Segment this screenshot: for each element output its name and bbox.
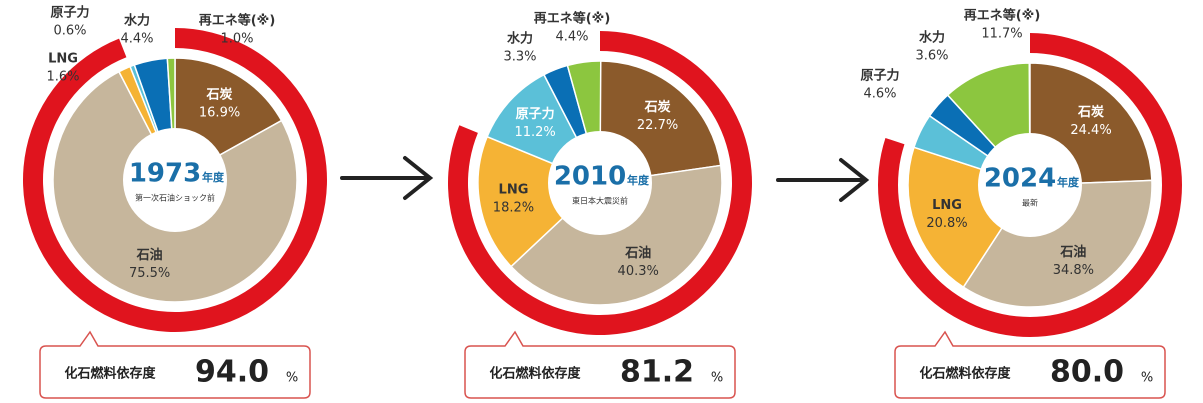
slice-name: 原子力: [860, 68, 899, 84]
year-unit: 年度: [1057, 175, 1080, 189]
slice-value: 34.8%: [1053, 263, 1094, 278]
slice-value: 1.6%: [46, 70, 79, 85]
slice-value: 4.4%: [120, 32, 153, 47]
slice-name: LNG: [499, 182, 529, 197]
donut-hole: [978, 133, 1082, 237]
donut-hole: [548, 131, 652, 235]
slice-value: 3.6%: [915, 49, 948, 64]
callout-box: [464, 330, 736, 399]
donut-hole: [123, 128, 227, 232]
dependency-value: 80.0: [1050, 355, 1124, 390]
slice-name: 石炭: [206, 87, 233, 103]
slice-value: 11.2%: [514, 125, 555, 140]
slice-name: 石油: [624, 245, 651, 261]
year: 1973: [129, 159, 201, 189]
donut-chart: 石炭 22.7% 石油 40.3% LNG 18.2% 原子力 11.2% 水力 3.3% 再エネ等…: [448, 11, 753, 399]
slice: [477, 135, 602, 268]
dependency-unit: %: [1141, 371, 1153, 386]
year-unit: 年度: [202, 170, 225, 184]
slice-name: 原子力: [516, 106, 555, 122]
slice-name: 水力: [124, 13, 150, 29]
slice-name: 石炭: [1077, 104, 1104, 120]
dependency-unit: %: [711, 371, 723, 386]
callout-box: [39, 330, 311, 399]
dependency-unit: %: [286, 371, 298, 386]
slice-name: 石油: [136, 247, 163, 263]
donut-chart: 石炭 24.4% 石油 34.8% LNG 20.8% 原子力 4.6% 水力 3.6% 再エネ等(…: [860, 8, 1182, 399]
slice-name: 水力: [919, 30, 945, 46]
slice-value: 24.4%: [1070, 123, 1111, 138]
slice-name: 水力: [507, 31, 533, 47]
year-unit: 年度: [627, 173, 650, 187]
slice-value: 16.9%: [199, 106, 240, 121]
slice-name: 再エネ等(※): [964, 8, 1041, 24]
subtitle: 東日本大震災前: [572, 196, 628, 206]
dependency-value: 81.2: [620, 355, 694, 390]
arrow: [340, 156, 870, 202]
dependency-name: 化石燃料依存度: [489, 366, 581, 382]
slice-name: 再エネ等(※): [534, 11, 611, 27]
subtitle: 第一次石油ショック前: [135, 193, 215, 203]
slice-value: 3.3%: [503, 50, 536, 65]
slice-name: 石油: [1059, 244, 1086, 260]
slice-value: 18.2%: [493, 200, 534, 215]
callout-box: [894, 330, 1166, 399]
slice-value: 22.7%: [637, 118, 678, 133]
slice: [962, 179, 1153, 308]
subtitle: 最新: [1022, 198, 1038, 208]
slice-value: 0.6%: [53, 24, 86, 39]
slice-value: 4.6%: [863, 87, 896, 102]
slice-name: 石炭: [644, 99, 671, 115]
slice-value: 40.3%: [618, 264, 659, 279]
slice-value: 20.8%: [926, 216, 967, 231]
slice-name: LNG: [932, 198, 962, 213]
slice-value: 4.4%: [555, 30, 588, 45]
dependency-name: 化石燃料依存度: [64, 366, 156, 382]
slice-value: 75.5%: [129, 266, 170, 281]
dependency-value: 94.0: [195, 355, 269, 390]
year: 2010: [554, 162, 626, 192]
dependency-name: 化石燃料依存度: [919, 366, 1011, 382]
slice-name: LNG: [48, 52, 78, 67]
slice: [510, 164, 723, 306]
donut-chart: 石炭 16.9% 石油 75.5% LNG 1.6% 原子力 0.6% 水力 4.4% 再エネ等(※…: [22, 5, 327, 399]
slice-value: 11.7%: [981, 27, 1022, 42]
slice-name: 原子力: [50, 5, 89, 21]
slice-name: 再エネ等(※): [199, 13, 276, 29]
year: 2024: [984, 164, 1056, 194]
slice-value: 1.0%: [220, 32, 253, 47]
